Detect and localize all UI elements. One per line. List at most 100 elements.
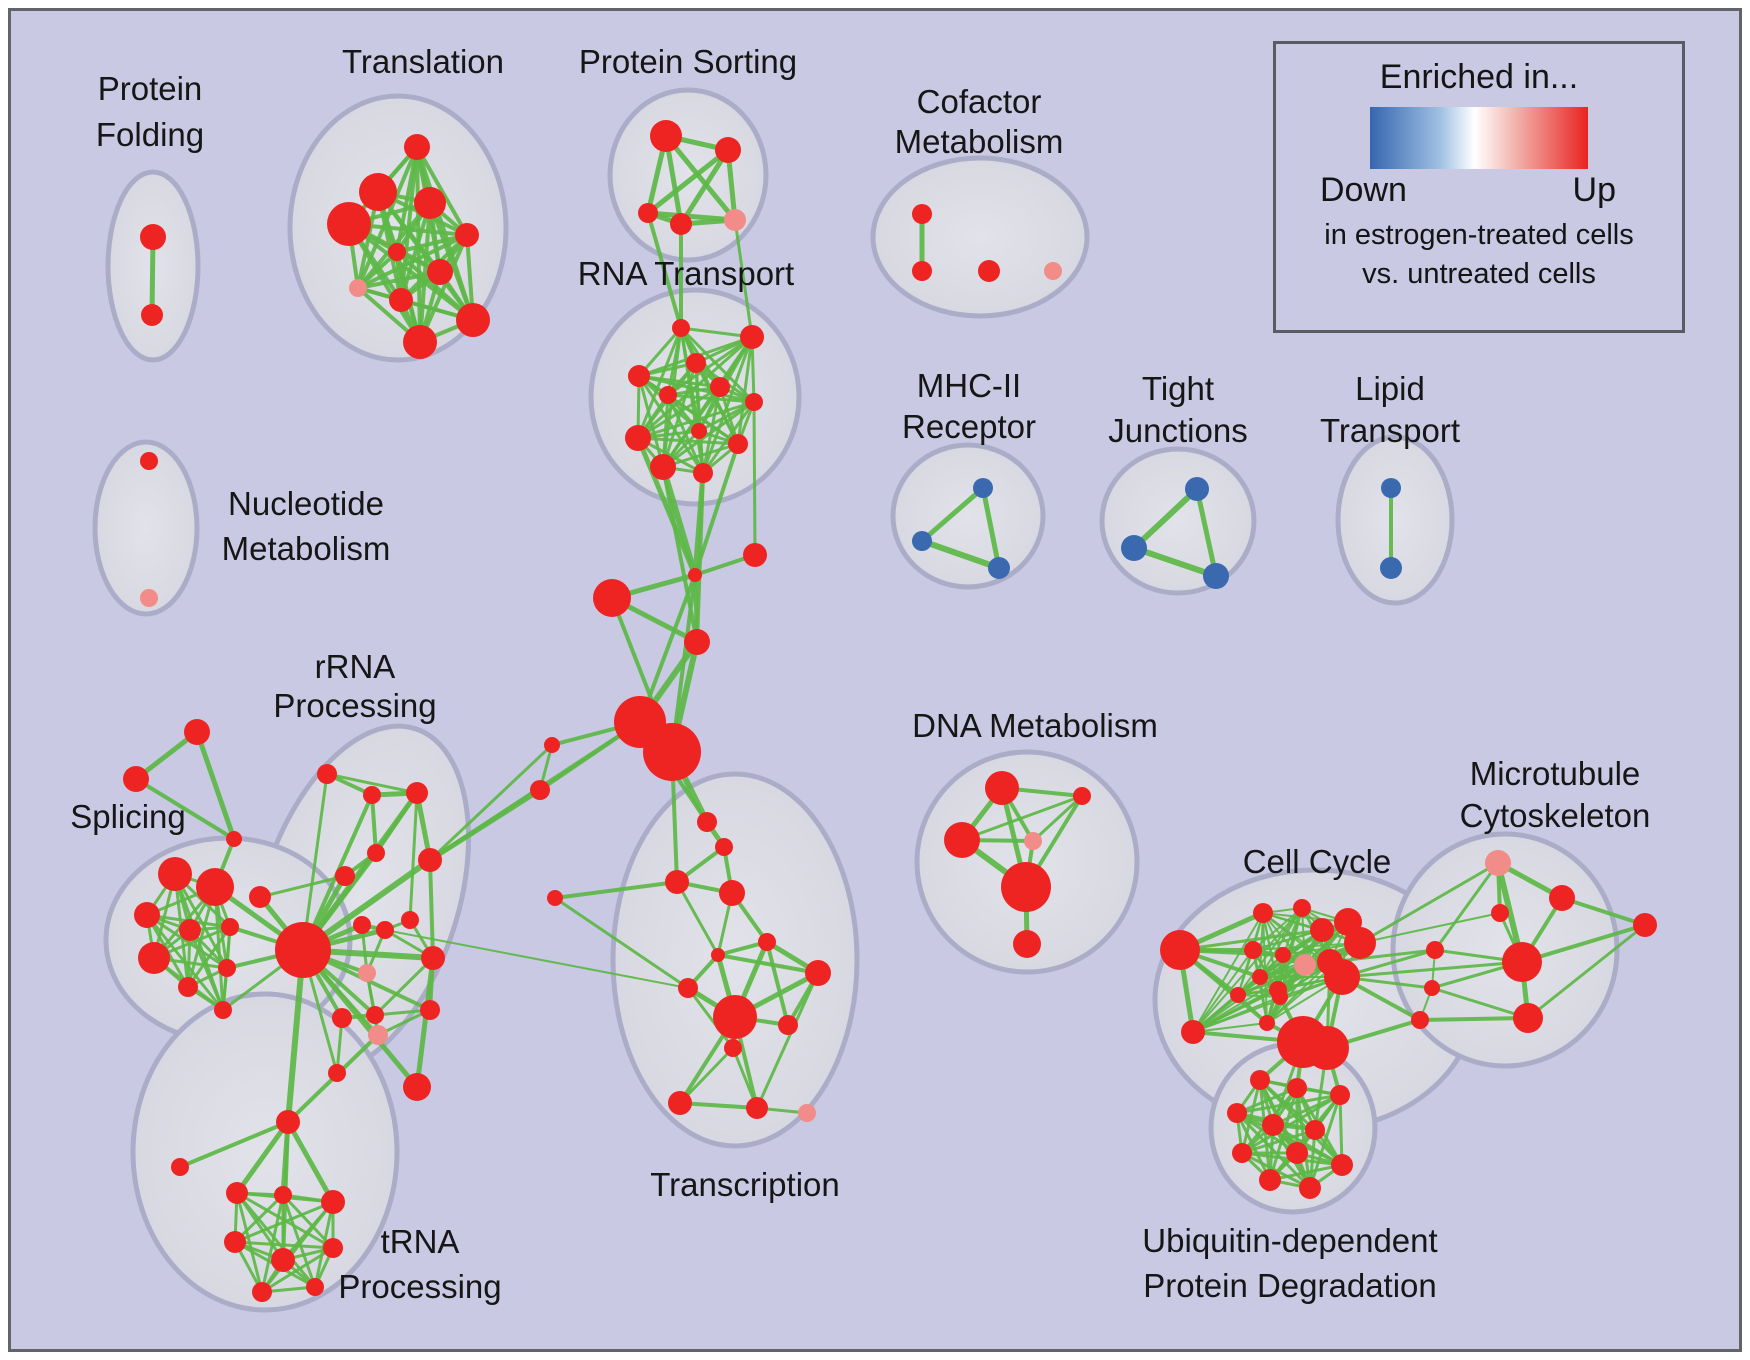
node[interactable] (332, 1008, 352, 1028)
node[interactable] (691, 423, 707, 439)
node[interactable] (665, 870, 689, 894)
node[interactable] (1344, 927, 1376, 959)
node[interactable] (638, 203, 658, 223)
node[interactable] (403, 1073, 431, 1101)
node[interactable] (1299, 1177, 1321, 1199)
node[interactable] (317, 764, 337, 784)
node[interactable] (1491, 904, 1509, 922)
node[interactable] (544, 737, 560, 753)
node[interactable] (1160, 930, 1200, 970)
node[interactable] (427, 259, 453, 285)
node[interactable] (1286, 1142, 1308, 1164)
node[interactable] (684, 629, 710, 655)
node[interactable] (944, 822, 980, 858)
node[interactable] (743, 543, 767, 567)
node[interactable] (697, 812, 717, 832)
node[interactable] (693, 463, 713, 483)
node[interactable] (978, 260, 1000, 282)
node[interactable] (389, 288, 413, 312)
node[interactable] (1272, 989, 1288, 1005)
node[interactable] (643, 723, 701, 781)
node[interactable] (1381, 478, 1401, 498)
node[interactable] (274, 1186, 292, 1204)
node[interactable] (353, 916, 371, 934)
node[interactable] (973, 478, 993, 498)
node[interactable] (1485, 850, 1511, 876)
node[interactable] (1073, 787, 1091, 805)
node[interactable] (713, 995, 757, 1039)
node[interactable] (1259, 1015, 1275, 1031)
node[interactable] (249, 886, 271, 908)
node[interactable] (668, 1091, 692, 1115)
node[interactable] (1001, 862, 1051, 912)
node[interactable] (719, 880, 745, 906)
node[interactable] (688, 568, 702, 582)
node[interactable] (221, 918, 239, 936)
node[interactable] (179, 919, 201, 941)
node[interactable] (1305, 1026, 1349, 1070)
node[interactable] (715, 838, 733, 856)
node[interactable] (1227, 1103, 1247, 1123)
node[interactable] (401, 911, 419, 929)
node[interactable] (335, 866, 355, 886)
node[interactable] (1633, 913, 1657, 937)
node[interactable] (745, 393, 763, 411)
node[interactable] (123, 766, 149, 792)
node[interactable] (1502, 942, 1542, 982)
node[interactable] (530, 780, 550, 800)
node[interactable] (226, 831, 242, 847)
node[interactable] (421, 946, 445, 970)
node[interactable] (368, 1025, 388, 1045)
node[interactable] (224, 1231, 246, 1253)
node[interactable] (1203, 563, 1229, 589)
node[interactable] (1324, 959, 1360, 995)
node[interactable] (171, 1158, 189, 1176)
node[interactable] (455, 223, 479, 247)
node[interactable] (140, 452, 158, 470)
node[interactable] (271, 1248, 295, 1272)
node[interactable] (912, 261, 932, 281)
node[interactable] (276, 1110, 300, 1134)
node[interactable] (376, 921, 394, 939)
node[interactable] (367, 844, 385, 862)
node[interactable] (1262, 1114, 1284, 1136)
node[interactable] (670, 213, 692, 235)
node[interactable] (1293, 899, 1311, 917)
node[interactable] (1250, 1070, 1270, 1090)
node[interactable] (358, 964, 376, 982)
node[interactable] (659, 386, 677, 404)
node[interactable] (798, 1104, 816, 1122)
node[interactable] (349, 279, 367, 297)
node[interactable] (805, 960, 831, 986)
node[interactable] (226, 1182, 248, 1204)
node[interactable] (404, 134, 430, 160)
node[interactable] (1424, 980, 1440, 996)
node[interactable] (1305, 1120, 1325, 1140)
node[interactable] (328, 1064, 346, 1082)
node[interactable] (218, 959, 236, 977)
node[interactable] (1426, 941, 1444, 959)
node[interactable] (1185, 477, 1209, 501)
node[interactable] (321, 1190, 345, 1214)
node[interactable] (672, 319, 690, 337)
node[interactable] (306, 1278, 324, 1296)
node[interactable] (650, 454, 676, 480)
node[interactable] (214, 1001, 232, 1019)
node[interactable] (1287, 1078, 1307, 1098)
node[interactable] (724, 209, 746, 231)
node[interactable] (1331, 1154, 1353, 1176)
node[interactable] (1024, 832, 1042, 850)
node[interactable] (1181, 1020, 1205, 1044)
node[interactable] (1252, 969, 1268, 985)
node[interactable] (1275, 947, 1291, 963)
node[interactable] (686, 353, 706, 373)
node[interactable] (1121, 535, 1147, 561)
node[interactable] (366, 1006, 384, 1024)
node[interactable] (724, 1039, 742, 1057)
node[interactable] (323, 1238, 343, 1258)
node[interactable] (746, 1097, 768, 1119)
node[interactable] (650, 120, 682, 152)
node[interactable] (388, 243, 406, 261)
node[interactable] (547, 890, 563, 906)
